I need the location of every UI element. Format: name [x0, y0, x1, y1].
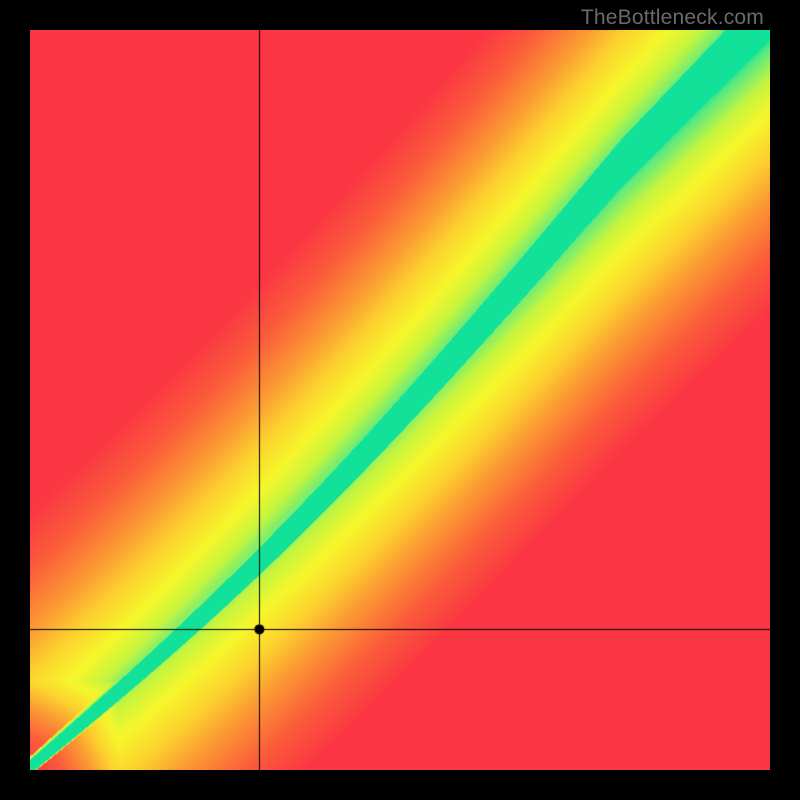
heatmap-canvas — [30, 30, 770, 770]
chart-container: TheBottleneck.com — [0, 0, 800, 800]
watermark-text: TheBottleneck.com — [581, 6, 764, 30]
plot-area — [30, 30, 770, 770]
